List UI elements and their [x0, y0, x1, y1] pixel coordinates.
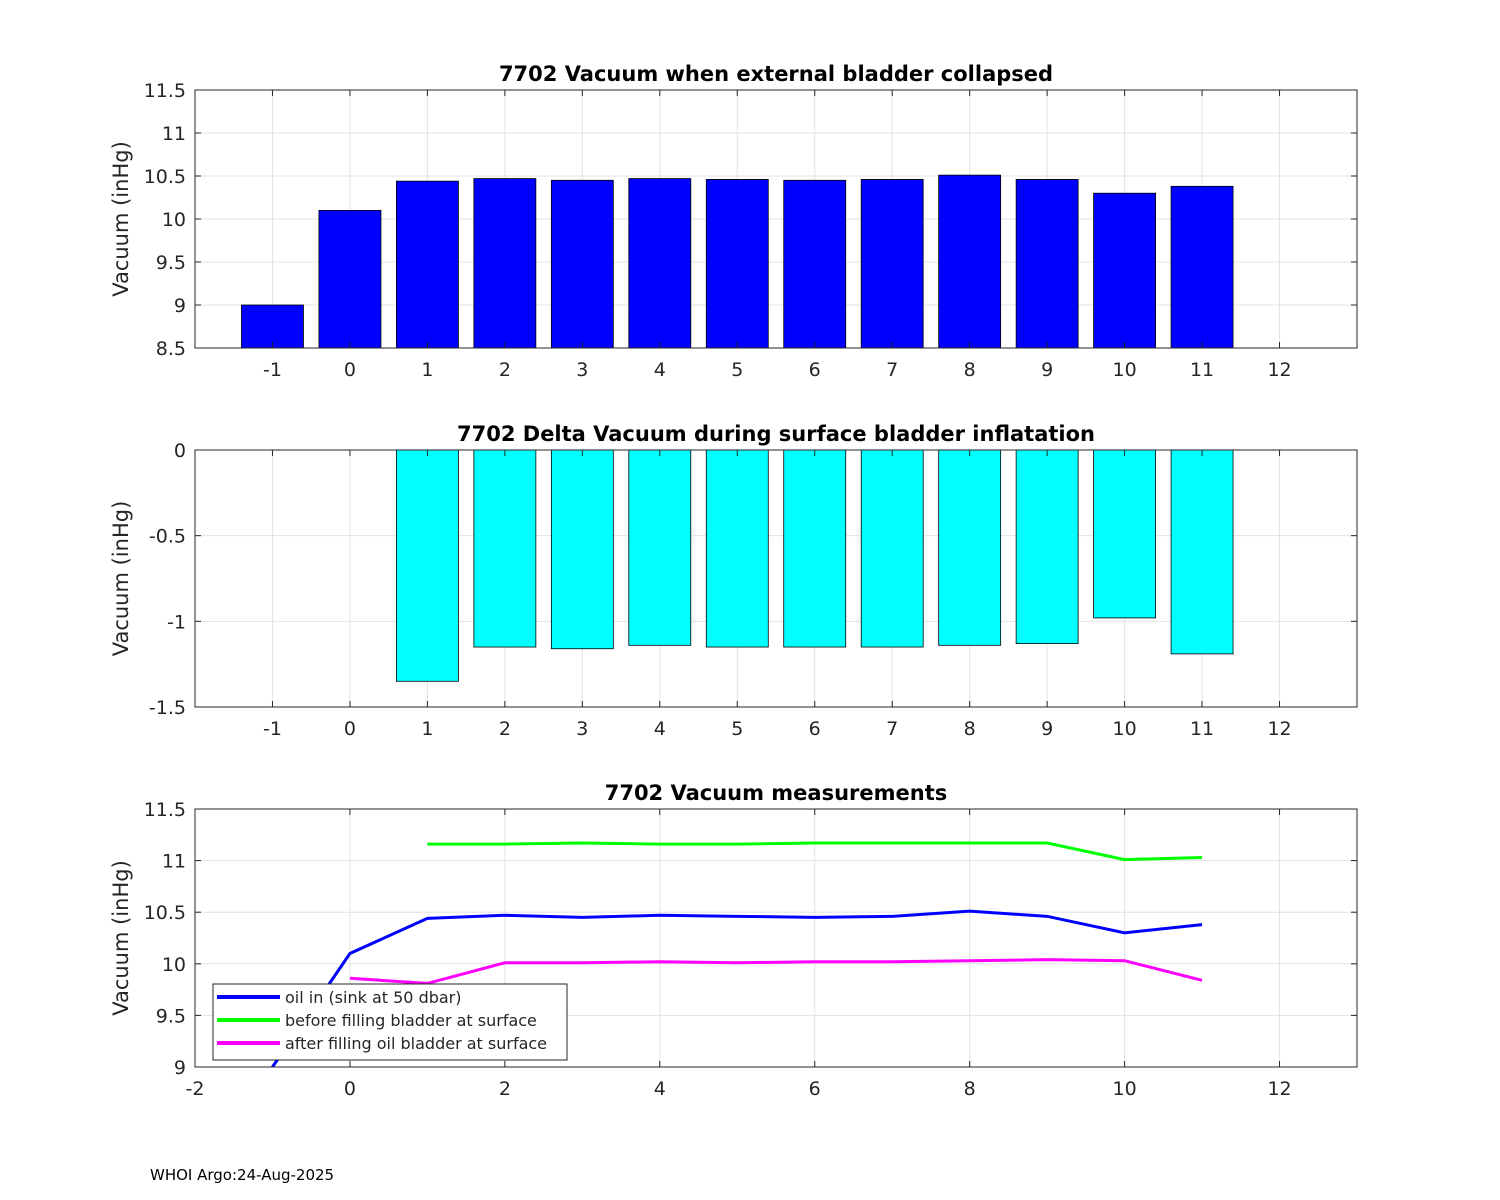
y-tick-label: 11.5	[144, 799, 186, 821]
y-axis-label: Vacuum (inHg)	[109, 860, 133, 1016]
bar	[783, 449, 847, 648]
y-tick-label: 10	[162, 209, 186, 231]
bar	[860, 449, 924, 648]
x-tick-label: 3	[576, 718, 588, 740]
y-tick-label: 11	[162, 851, 186, 873]
x-tick-label: 4	[654, 359, 666, 381]
axes-frame	[194, 808, 1358, 1068]
y-tick-label: 9.5	[156, 252, 186, 274]
chart-title: 7702 Delta Vacuum during surface bladder…	[457, 422, 1095, 446]
x-tick-label: 9	[1041, 718, 1053, 740]
bar	[473, 449, 537, 648]
x-tick-label: 12	[1267, 359, 1291, 381]
x-tick-label: 12	[1267, 1078, 1291, 1100]
bar	[1093, 192, 1156, 349]
bar	[473, 178, 537, 349]
bar	[938, 449, 1002, 646]
bar	[1015, 179, 1079, 349]
x-tick-label: 11	[1190, 359, 1214, 381]
series-line-3	[349, 958, 1203, 985]
bar	[1170, 185, 1234, 349]
bar	[550, 449, 614, 650]
x-tick-label: -1	[263, 718, 282, 740]
legend-label: oil in (sink at 50 dbar)	[285, 988, 462, 1007]
x-tick-label: 12	[1267, 718, 1291, 740]
x-tick-label: 10	[1113, 1078, 1137, 1100]
bar	[395, 180, 459, 349]
y-tick-label: 10.5	[144, 166, 186, 188]
x-tick-label: 8	[964, 359, 976, 381]
x-tick-label: 5	[731, 359, 743, 381]
y-tick-label: -1.5	[149, 697, 186, 719]
plot-area	[195, 450, 1357, 707]
bar	[628, 178, 692, 349]
y-tick-label: 10.5	[144, 902, 186, 924]
y-axis-label: Vacuum (inHg)	[109, 141, 133, 297]
bar	[860, 179, 924, 349]
x-tick-label: 9	[1041, 359, 1053, 381]
chart-2	[194, 449, 1358, 708]
x-tick-label: 7	[886, 359, 898, 381]
y-tick-label: 11	[162, 123, 186, 145]
series-line-1	[271, 909, 1203, 1067]
x-tick-label: 10	[1113, 359, 1137, 381]
y-tick-label: 9	[174, 1057, 186, 1079]
x-tick-label: 2	[499, 718, 511, 740]
bar	[241, 304, 304, 349]
x-tick-label: -2	[186, 1078, 205, 1100]
y-tick-label: 8.5	[156, 338, 186, 360]
x-tick-label: 1	[421, 718, 433, 740]
axes-frame	[194, 449, 1358, 708]
bar	[1093, 449, 1156, 619]
x-tick-label: 8	[964, 1078, 976, 1100]
chart-3: oil in (sink at 50 dbar) before filling b…	[194, 808, 1358, 1068]
x-tick-label: 0	[344, 718, 356, 740]
x-tick-label: 1	[421, 359, 433, 381]
x-tick-label: 11	[1190, 718, 1214, 740]
bar	[628, 449, 692, 646]
legend-label: after filling oil bladder at surface	[285, 1034, 547, 1053]
bar	[705, 179, 769, 349]
y-axis-label: Vacuum (inHg)	[109, 501, 133, 657]
x-tick-label: -1	[263, 359, 282, 381]
x-tick-label: 5	[731, 718, 743, 740]
y-tick-label: 10	[162, 954, 186, 976]
bar	[705, 449, 769, 648]
x-tick-label: 2	[499, 1078, 511, 1100]
chart-title: 7702 Vacuum when external bladder collap…	[499, 62, 1053, 86]
y-tick-label: 9.5	[156, 1005, 186, 1027]
legend: oil in (sink at 50 dbar) before filling b…	[212, 983, 568, 1061]
x-tick-label: 6	[809, 718, 821, 740]
bar	[395, 449, 459, 682]
series-line-2	[427, 841, 1203, 862]
bar	[318, 209, 382, 349]
y-tick-label: 0	[174, 440, 186, 462]
bar	[550, 179, 614, 349]
x-tick-label: 4	[654, 718, 666, 740]
footer-label: WHOI Argo:24-Aug-2025	[150, 1166, 335, 1184]
x-tick-label: 10	[1113, 718, 1137, 740]
x-tick-label: 0	[344, 359, 356, 381]
x-tick-label: 4	[654, 1078, 666, 1100]
x-tick-label: 0	[344, 1078, 356, 1100]
x-tick-label: 2	[499, 359, 511, 381]
y-tick-label: 11.5	[144, 80, 186, 102]
chart-1	[194, 89, 1358, 349]
bar	[783, 179, 847, 349]
x-tick-label: 6	[809, 359, 821, 381]
y-tick-label: -0.5	[149, 526, 186, 548]
chart-title: 7702 Vacuum measurements	[605, 781, 948, 805]
y-tick-label: 9	[174, 295, 186, 317]
bar	[1015, 449, 1079, 645]
x-tick-label: 3	[576, 359, 588, 381]
y-tick-label: -1	[167, 611, 186, 633]
legend-label: before filling bladder at surface	[285, 1011, 537, 1030]
bar	[938, 174, 1002, 349]
bar	[1170, 449, 1234, 655]
x-tick-label: 7	[886, 718, 898, 740]
x-tick-label: 8	[964, 718, 976, 740]
x-tick-label: 6	[809, 1078, 821, 1100]
